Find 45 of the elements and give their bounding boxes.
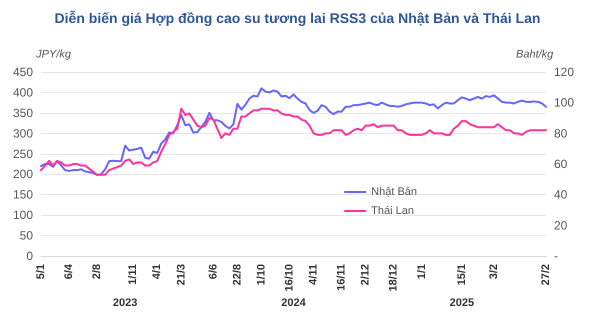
text: 2025 [450,297,474,309]
y2-axis-title: Baht/kg [516,48,554,60]
y2-tick-label: 20 [554,218,568,232]
y-tick-label: 200 [12,167,34,182]
x-tick-label: 2/8 [91,264,104,280]
x-tick-label: 18/12 [388,264,400,292]
y2-tick-label: 80 [554,126,568,140]
y-tick-label: 50 [20,228,34,243]
x-tick-label: 2/12 [360,264,372,286]
y-tick-label: 300 [12,126,34,140]
x-tick-label: 27/2 [540,264,552,286]
x-tick-label: 16/11 [336,264,348,291]
x-tick-label: 6/6 [207,264,220,280]
text: 2023 [112,297,138,309]
text: 2024 [281,297,307,309]
x-tick-label: 1/11 [127,264,140,285]
y-tick-label: 350 [12,106,34,120]
chart-title: Diễn biến giá Hợp đồng cao su tương lai RSS3 của Nhật Bản và Thái Lan [54,10,540,26]
x-tick-label: 22/8 [231,264,244,286]
y-tick-label: 100 [12,208,34,222]
y2-tick-label: - [554,249,558,263]
x-tick-label: 16/10 [283,264,296,292]
x-tick-label: 6/4 [63,263,76,280]
x-tick-label: 1/10 [255,264,268,286]
x-tick-label: 4/11 [308,264,320,285]
x-tick-label: 5/1 [35,264,47,280]
y2-tick-label: 60 [554,157,568,171]
y2-tick-label: 120 [554,65,574,79]
x-tick-label: 3/2 [488,264,500,280]
legend-label: Thái Lan [371,205,414,217]
y-tick-label: 450 [12,65,34,79]
line-series [40,108,547,176]
y-tick-label: 400 [12,85,34,100]
x-tick-label: 15/1 [456,264,468,286]
x-tick-label: 21/3 [175,264,188,286]
y2-tick-label: 100 [554,96,574,110]
line-series [40,87,547,176]
y-tick-label: 250 [12,146,34,161]
y-axis-title: JPY/kg [35,48,72,60]
y-tick-label: 0 [26,249,34,263]
x-tick-label: 4/1 [151,264,164,280]
y-tick-label: 150 [12,188,34,202]
x-tick-label: 1/1 [416,264,428,280]
y2-tick-label: 40 [554,188,568,202]
legend-label: Nhật Bản [371,186,418,198]
